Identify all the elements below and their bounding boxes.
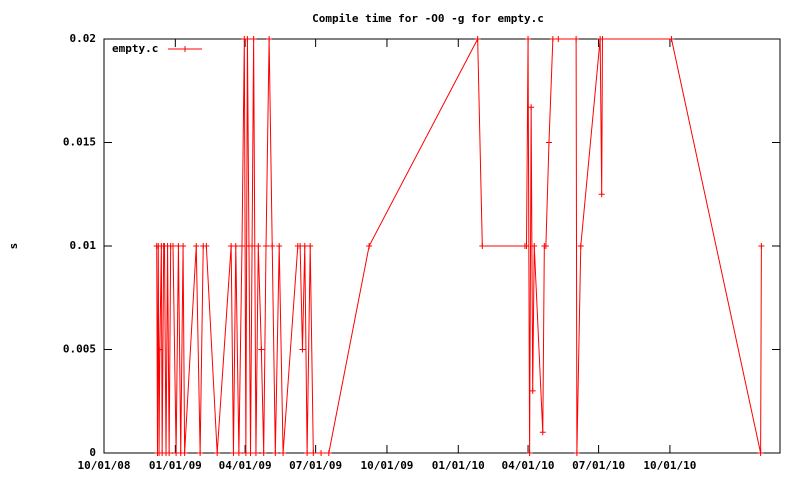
point-marker: [244, 36, 251, 42]
point-marker: [523, 243, 530, 249]
point-marker: [166, 450, 173, 456]
x-tick-label: 07/01/10: [572, 459, 625, 472]
point-marker: [555, 36, 562, 42]
x-tick-label: 10/01/09: [360, 459, 413, 472]
point-marker: [269, 243, 276, 249]
point-marker: [526, 450, 533, 456]
point-marker: [235, 450, 242, 456]
point-marker: [758, 243, 765, 249]
point-marker: [263, 243, 270, 249]
point-marker: [280, 450, 287, 456]
point-marker: [203, 243, 210, 249]
point-marker: [230, 450, 237, 456]
point-marker: [272, 450, 279, 456]
point-marker: [250, 36, 257, 42]
point-marker: [668, 36, 675, 42]
point-marker: [247, 450, 254, 456]
point-marker: [266, 36, 273, 42]
y-axis-label: s: [7, 243, 20, 250]
x-tick-label: 10/01/10: [643, 459, 696, 472]
y-tick-label: 0.01: [70, 239, 97, 252]
legend-label: empty.c: [112, 42, 158, 55]
legend-marker: [182, 46, 188, 52]
point-marker: [301, 243, 308, 249]
y-tick-label: 0.005: [63, 343, 96, 356]
point-marker: [260, 450, 267, 456]
point-marker: [214, 450, 221, 456]
point-marker: [525, 36, 532, 42]
point-marker: [549, 36, 556, 42]
point-marker: [276, 243, 283, 249]
point-marker: [193, 243, 200, 249]
x-tick-label: 01/01/10: [432, 459, 485, 472]
point-marker: [531, 243, 538, 249]
point-marker: [599, 36, 606, 42]
point-marker: [757, 450, 764, 456]
point-marker: [325, 450, 332, 456]
point-marker: [197, 450, 204, 456]
point-marker: [252, 450, 259, 456]
point-marker: [573, 450, 580, 456]
point-marker: [169, 243, 176, 249]
point-marker: [529, 387, 536, 394]
point-marker: [479, 243, 486, 249]
point-marker: [573, 36, 580, 42]
point-marker: [318, 450, 325, 456]
point-marker: [232, 243, 239, 249]
x-tick-label: 04/01/10: [502, 459, 555, 472]
point-marker: [542, 243, 549, 249]
point-marker: [598, 191, 605, 198]
x-tick-label: 04/01/09: [219, 459, 272, 472]
point-marker: [310, 450, 317, 456]
point-marker: [180, 243, 187, 249]
x-tick-label: 01/01/09: [149, 459, 202, 472]
point-marker: [366, 243, 373, 249]
point-marker: [258, 346, 265, 353]
x-tick-label: 07/01/09: [289, 459, 342, 472]
point-marker: [238, 243, 245, 249]
y-tick-label: 0: [89, 446, 96, 459]
y-tick-label: 0.015: [63, 136, 96, 149]
point-marker: [307, 243, 314, 249]
y-tick-label: 0.02: [70, 32, 97, 45]
point-marker: [577, 243, 584, 249]
point-marker: [545, 139, 552, 146]
data-line: [156, 38, 762, 454]
chart-title: Compile time for -O0 -g for empty.c: [312, 12, 544, 25]
point-marker: [249, 243, 256, 249]
x-tick-label: 10/01/08: [78, 459, 131, 472]
point-marker: [474, 36, 481, 42]
point-marker: [539, 429, 546, 436]
point-marker: [156, 346, 163, 353]
point-marker: [528, 104, 535, 111]
point-marker: [181, 450, 188, 456]
point-marker: [255, 243, 262, 249]
point-marker: [299, 346, 306, 353]
point-marker: [304, 450, 311, 456]
